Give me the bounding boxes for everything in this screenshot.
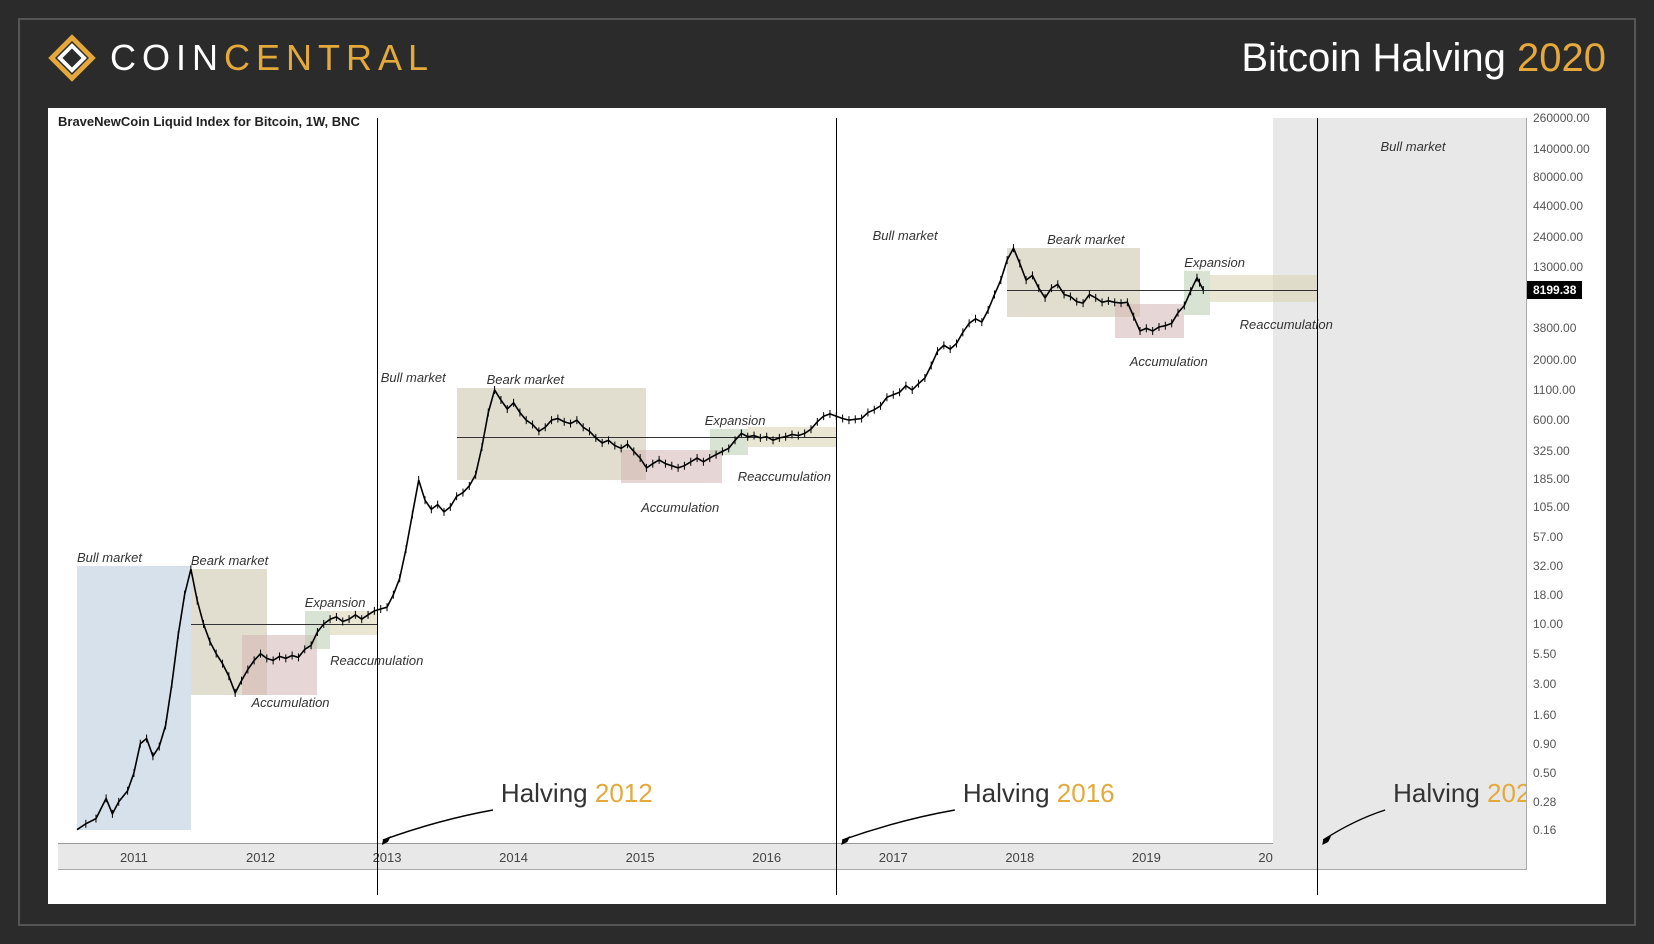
y-tick: 13000.00 bbox=[1533, 260, 1583, 274]
phase-expansion bbox=[305, 611, 330, 649]
phase-label-bear: Beark market bbox=[1047, 232, 1124, 247]
x-tick: 2014 bbox=[499, 850, 528, 865]
halving-line bbox=[1317, 118, 1318, 895]
y-tick: 24000.00 bbox=[1533, 230, 1583, 244]
logo-icon bbox=[48, 34, 96, 82]
phase-label-bear: Beark market bbox=[487, 372, 564, 387]
phase-label-reaccumulation: Reaccumulation bbox=[1240, 317, 1333, 332]
title-year: 2020 bbox=[1517, 36, 1606, 80]
phase-label-bull: Bull market bbox=[1380, 139, 1445, 154]
phase-label-bear: Beark market bbox=[191, 553, 268, 568]
y-tick: 10.00 bbox=[1533, 617, 1563, 631]
cycle-hline bbox=[191, 624, 377, 625]
y-tick: 1100.00 bbox=[1533, 383, 1576, 397]
halving-label: Halving 2020 bbox=[1393, 778, 1545, 809]
phase-accumulation bbox=[1115, 304, 1185, 338]
y-tick: 0.50 bbox=[1533, 766, 1556, 780]
halving-line bbox=[377, 118, 378, 895]
phase-expansion bbox=[710, 429, 748, 454]
phase-label-bull: Bull market bbox=[873, 228, 938, 243]
y-tick: 3800.00 bbox=[1533, 321, 1576, 335]
logo-text-part1: COIN bbox=[110, 37, 224, 78]
phase-label-expansion: Expansion bbox=[305, 595, 366, 610]
phase-label-reaccumulation: Reaccumulation bbox=[738, 469, 831, 484]
phase-label-accumulation: Accumulation bbox=[641, 500, 719, 515]
y-tick: 32.00 bbox=[1533, 559, 1563, 573]
phase-label-bull: Bull market bbox=[381, 370, 446, 385]
cycle-hline bbox=[1007, 290, 1317, 291]
halving-line bbox=[836, 118, 837, 895]
future-region bbox=[1273, 118, 1526, 869]
chart-panel: BraveNewCoin Liquid Index for Bitcoin, 1… bbox=[48, 108, 1606, 904]
y-tick: 260000.00 bbox=[1533, 111, 1590, 125]
phase-expansion bbox=[1184, 271, 1209, 315]
plot-area: 2011201220132014201520162017201820192020… bbox=[58, 118, 1526, 870]
y-tick: 105.00 bbox=[1533, 500, 1570, 514]
logo-text: COINCENTRAL bbox=[110, 37, 434, 79]
y-tick: 18.00 bbox=[1533, 588, 1563, 602]
y-tick: 5.50 bbox=[1533, 647, 1556, 661]
phase-label-expansion: Expansion bbox=[1184, 255, 1245, 270]
header: COINCENTRAL Bitcoin Halving 2020 bbox=[48, 28, 1606, 88]
y-tick: 325.00 bbox=[1533, 444, 1570, 458]
x-tick: 2012 bbox=[246, 850, 275, 865]
x-tick: 2018 bbox=[1005, 850, 1034, 865]
y-tick: 2000.00 bbox=[1533, 353, 1576, 367]
x-tick: 2017 bbox=[879, 850, 908, 865]
phase-bull bbox=[77, 566, 191, 830]
y-tick: 140000.00 bbox=[1533, 142, 1590, 156]
y-tick: 0.16 bbox=[1533, 823, 1556, 837]
y-tick: 185.00 bbox=[1533, 472, 1570, 486]
phase-label-expansion: Expansion bbox=[705, 413, 766, 428]
y-tick: 600.00 bbox=[1533, 413, 1570, 427]
halving-label: Halving 2012 bbox=[501, 778, 653, 809]
logo-text-part2: CENTRAL bbox=[224, 37, 434, 78]
y-tick: 57.00 bbox=[1533, 530, 1563, 544]
y-axis: 260000.00140000.0080000.0044000.0024000.… bbox=[1526, 118, 1606, 870]
y-tick: 1.60 bbox=[1533, 708, 1556, 722]
phase-accumulation bbox=[621, 450, 722, 483]
x-tick: 2016 bbox=[752, 850, 781, 865]
phase-label-bull: Bull market bbox=[77, 550, 142, 565]
phase-label-accumulation: Accumulation bbox=[252, 695, 330, 710]
phase-bear bbox=[457, 388, 647, 480]
y-tick: 44000.00 bbox=[1533, 199, 1583, 213]
halving-label: Halving 2016 bbox=[963, 778, 1115, 809]
phase-reaccumulation bbox=[1210, 275, 1318, 301]
y-tick: 0.90 bbox=[1533, 737, 1556, 751]
y-tick: 3.00 bbox=[1533, 677, 1556, 691]
x-tick: 2019 bbox=[1132, 850, 1161, 865]
y-tick: 80000.00 bbox=[1533, 170, 1583, 184]
current-price-flag: 8199.38 bbox=[1527, 281, 1582, 299]
logo: COINCENTRAL bbox=[48, 34, 434, 82]
y-tick: 0.28 bbox=[1533, 795, 1556, 809]
x-tick: 2015 bbox=[626, 850, 655, 865]
x-tick: 2011 bbox=[120, 850, 148, 865]
phase-label-accumulation: Accumulation bbox=[1130, 354, 1208, 369]
title-prefix: Bitcoin Halving bbox=[1241, 36, 1517, 80]
cycle-hline bbox=[457, 437, 837, 438]
page-title: Bitcoin Halving 2020 bbox=[1241, 36, 1606, 81]
